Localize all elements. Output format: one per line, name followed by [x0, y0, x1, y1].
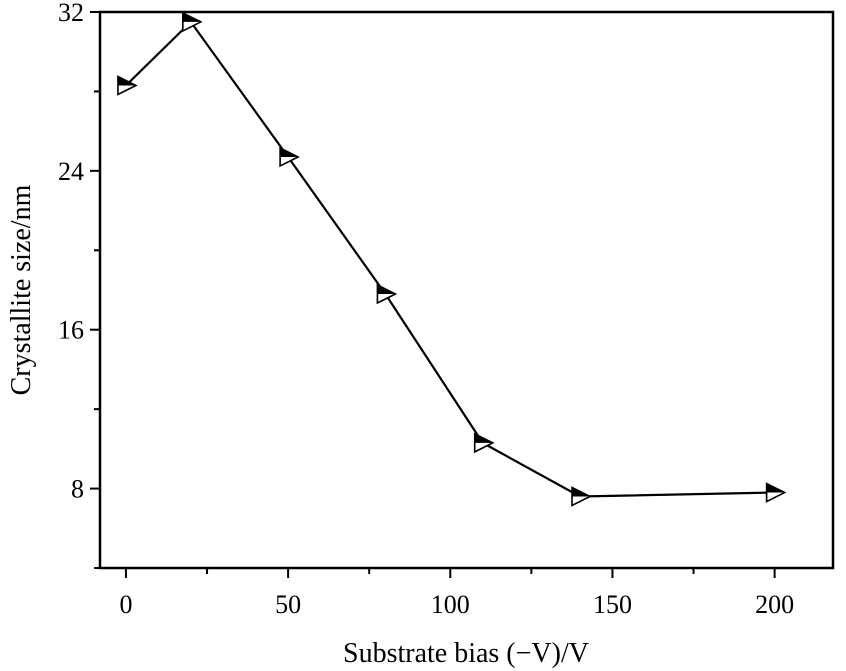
data-point — [571, 486, 592, 507]
series-line — [125, 20, 775, 498]
x-tick-label: 200 — [755, 590, 794, 619]
data-point — [182, 11, 203, 33]
x-tick-label: 150 — [593, 590, 632, 619]
y-axis-title: Crystallite size/nm — [6, 184, 37, 395]
tick-labels: 0 50 100 150 200 8 16 24 32 — [58, 0, 794, 619]
x-tick-label: 0 — [119, 590, 132, 619]
data-point — [279, 146, 300, 168]
plot-frame — [98, 10, 835, 570]
x-tick-label: 50 — [275, 590, 301, 619]
x-axis-title: Substrate bias (−V)/V — [343, 638, 589, 669]
y-tick-label: 24 — [58, 157, 84, 186]
y-tick-label: 8 — [71, 475, 84, 504]
axis-ticks — [90, 11, 776, 578]
data-markers — [117, 11, 787, 507]
y-tick-label: 32 — [58, 0, 84, 27]
y-tick-label: 16 — [58, 316, 84, 345]
data-point — [117, 75, 138, 96]
x-tick-label: 100 — [431, 590, 470, 619]
data-point — [473, 432, 495, 454]
data-point — [376, 283, 398, 305]
data-point — [765, 482, 787, 503]
